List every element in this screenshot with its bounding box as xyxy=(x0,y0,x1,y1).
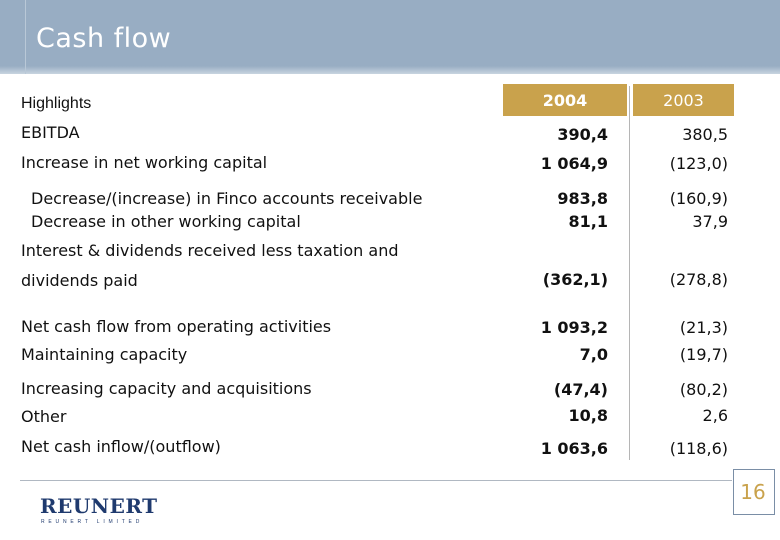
value-2004-net-working-capital: 1 064,9 xyxy=(540,154,608,173)
banner-divider xyxy=(25,0,26,74)
company-logo: REUNERT xyxy=(40,494,158,518)
row-label-maintaining-capacity: Maintaining capacity xyxy=(21,345,188,364)
value-2003-maintaining-capacity: (19,7) xyxy=(679,345,728,364)
company-logo-subtitle: REUNERT LIMITED xyxy=(41,519,144,525)
value-2003-ebitda: 380,5 xyxy=(682,125,728,144)
value-2004-maintaining-capacity: 7,0 xyxy=(579,345,608,364)
footer-divider xyxy=(20,480,732,481)
value-2003-other-working-capital: 37,9 xyxy=(692,212,728,231)
slide-title: Cash flow xyxy=(36,23,172,54)
row-label-interest-dividends: Interest & dividends received less taxat… xyxy=(21,241,399,260)
value-2004-operating-cash-flow: 1 093,2 xyxy=(540,318,608,337)
value-2003-net-cash-inflow: (118,6) xyxy=(669,439,728,458)
value-2003-net-working-capital: (123,0) xyxy=(669,154,728,173)
value-2004-other: 10,8 xyxy=(568,406,608,425)
value-2004-other-working-capital: 81,1 xyxy=(568,212,608,231)
row-label-net-cash-inflow: Net cash inflow/(outflow) xyxy=(21,437,221,456)
title-banner xyxy=(0,0,780,74)
row-label-increasing-capacity: Increasing capacity and acquisitions xyxy=(21,379,312,398)
section-label: Highlights xyxy=(21,95,92,112)
row-label-operating-cash-flow: Net cash flow from operating activities xyxy=(21,317,332,336)
column-header-2004: 2004 xyxy=(503,84,627,116)
title-banner-shade xyxy=(0,66,780,74)
page-number: 16 xyxy=(740,480,766,504)
row-label-net-working-capital: Increase in net working capital xyxy=(21,153,268,172)
value-2004-ebitda: 390,4 xyxy=(557,125,608,144)
row-label-finco-receivable: Decrease/(increase) in Finco accounts re… xyxy=(31,189,423,208)
column-divider xyxy=(629,86,630,460)
row-label-other-working-capital: Decrease in other working capital xyxy=(31,212,301,231)
value-2003-dividends-paid: (278,8) xyxy=(669,270,728,289)
value-2004-increasing-capacity: (47,4) xyxy=(553,380,608,399)
row-label-dividends-paid: dividends paid xyxy=(21,271,138,290)
value-2004-finco-receivable: 983,8 xyxy=(557,189,608,208)
value-2003-finco-receivable: (160,9) xyxy=(669,189,728,208)
value-2003-operating-cash-flow: (21,3) xyxy=(679,318,728,337)
value-2003-increasing-capacity: (80,2) xyxy=(679,380,728,399)
value-2004-net-cash-inflow: 1 063,6 xyxy=(540,439,608,458)
value-2004-dividends-paid: (362,1) xyxy=(542,270,608,289)
row-label-other: Other xyxy=(21,407,67,426)
row-label-ebitda: EBITDA xyxy=(21,123,80,142)
page-number-box xyxy=(733,469,775,515)
column-header-2003: 2003 xyxy=(633,84,734,116)
value-2003-other: 2,6 xyxy=(702,406,728,425)
